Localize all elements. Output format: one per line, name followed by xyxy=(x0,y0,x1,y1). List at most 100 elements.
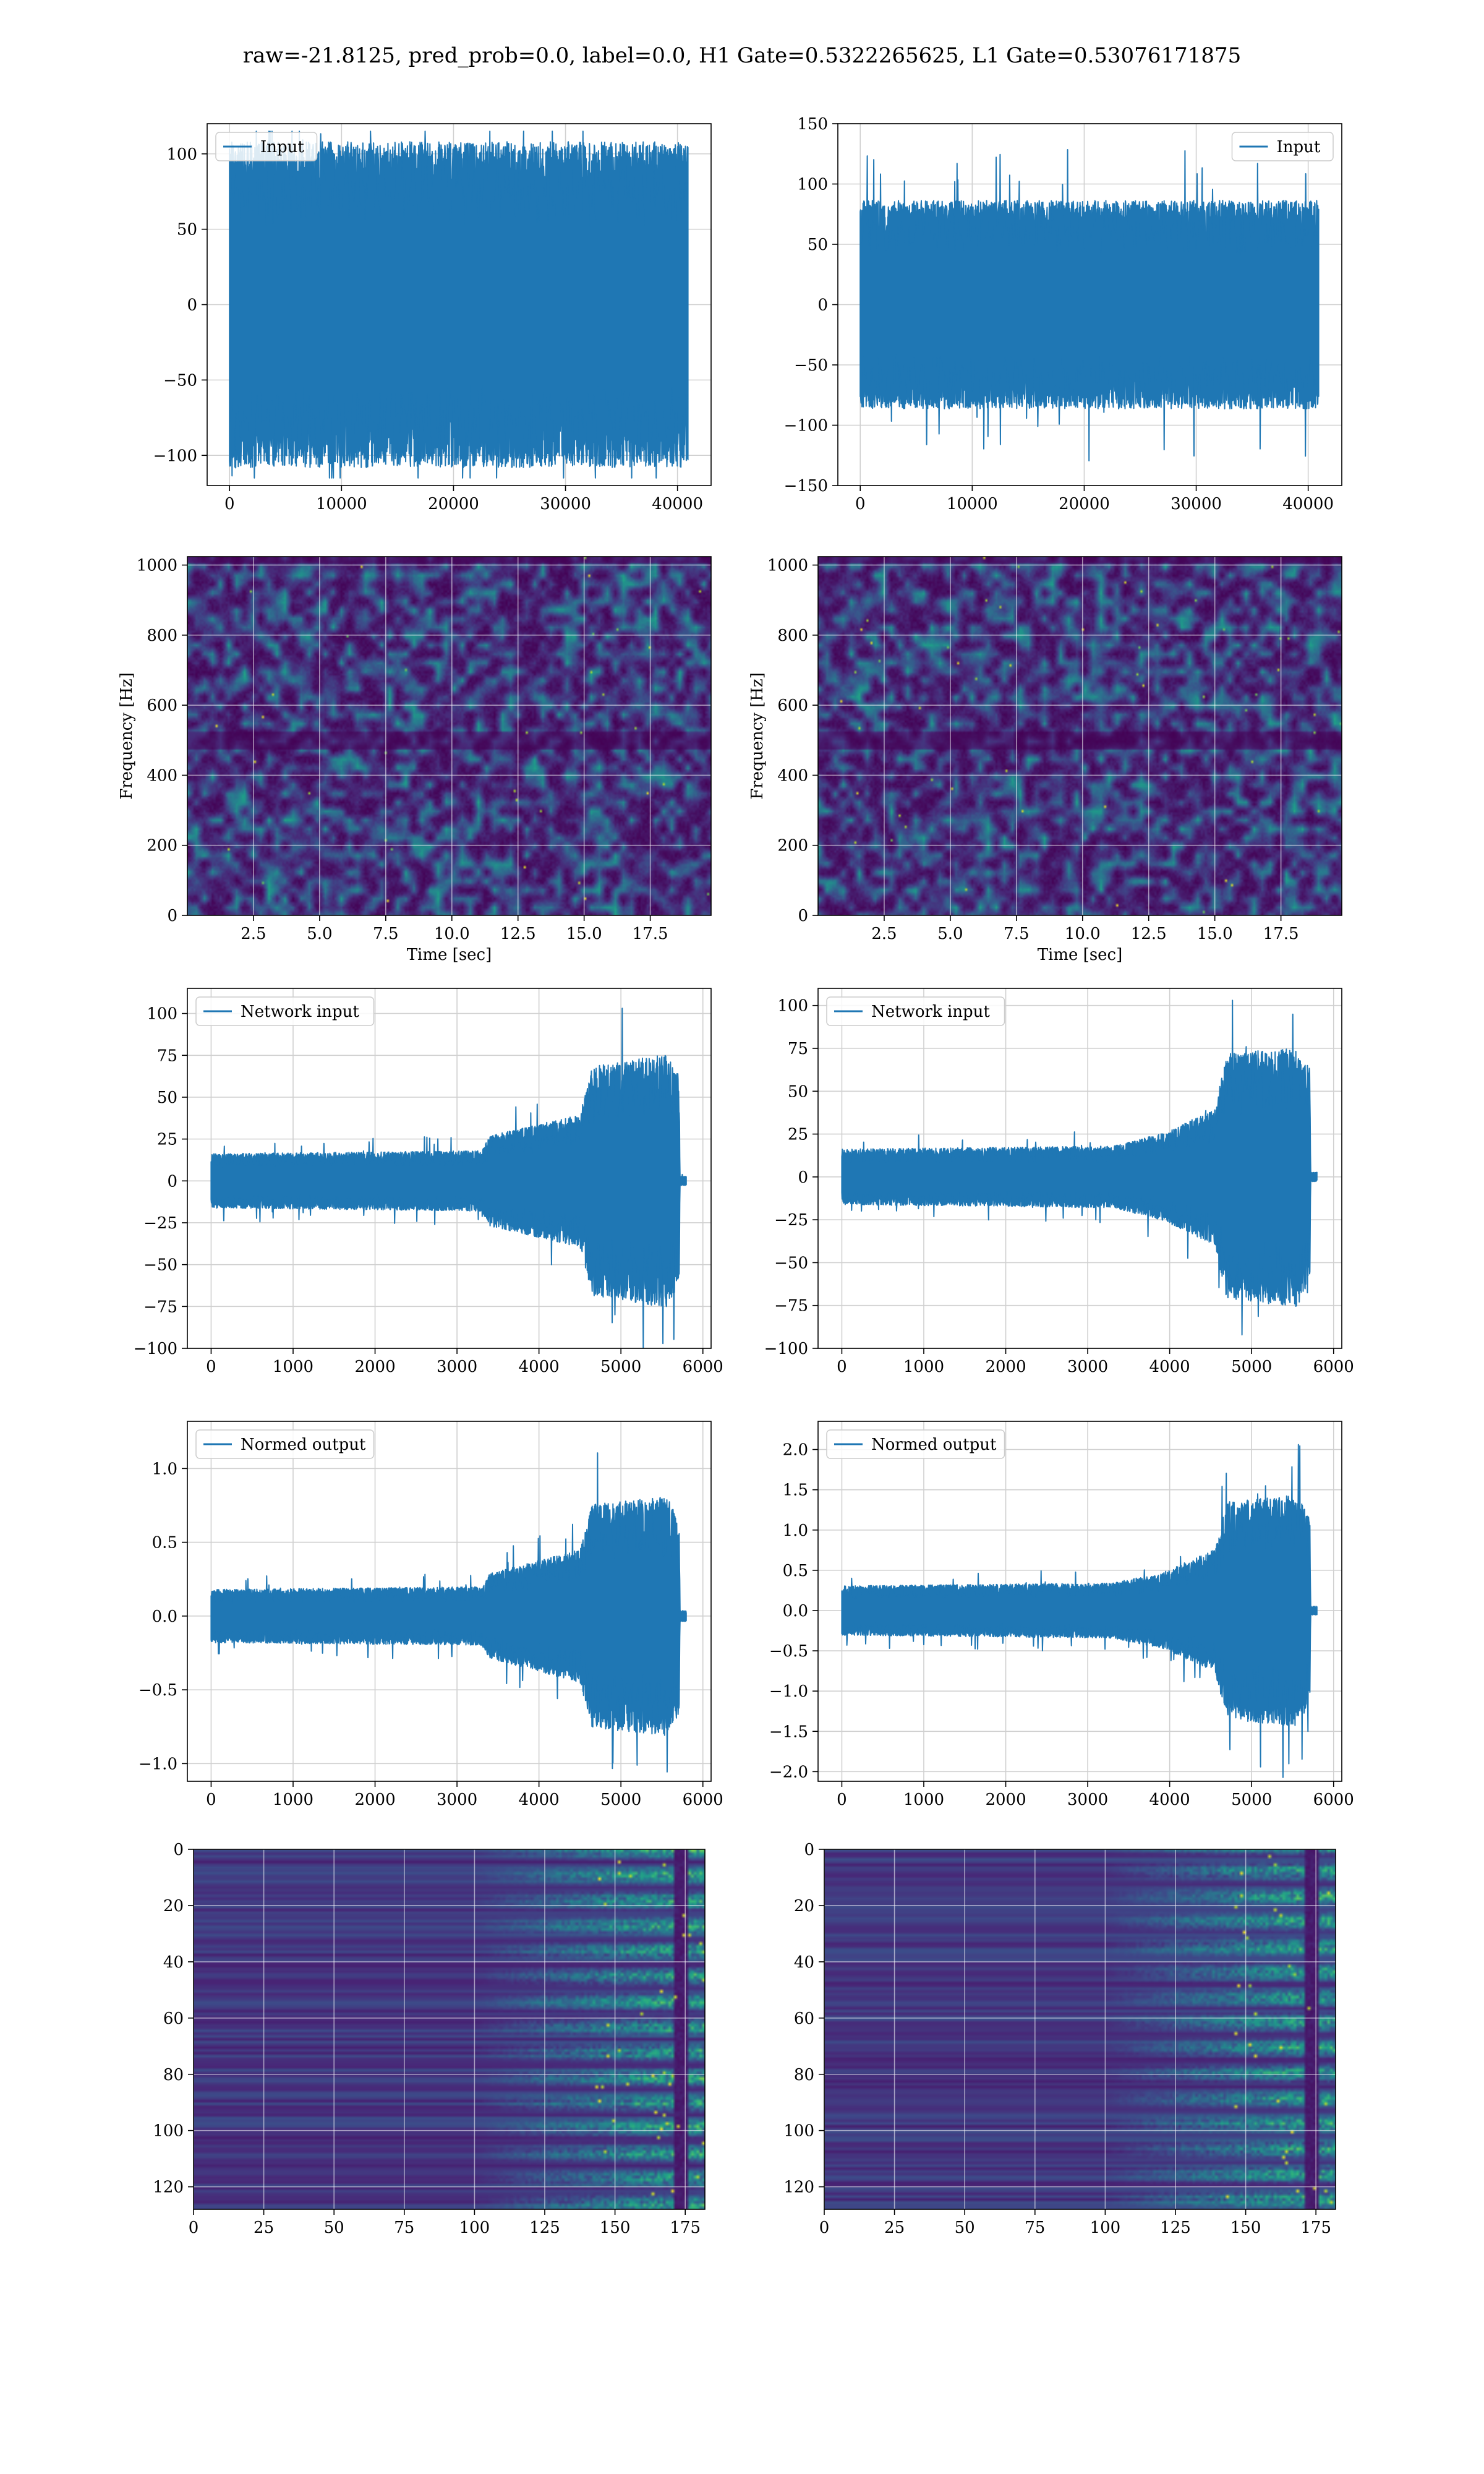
y-tick-label: −75 xyxy=(143,1298,177,1316)
y-tick-label: 200 xyxy=(777,837,808,855)
x-tick-label: 6000 xyxy=(683,1358,723,1376)
y-tick-label: −50 xyxy=(794,356,828,375)
x-tick-label: 3000 xyxy=(1067,1358,1108,1376)
x-tick-label: 25 xyxy=(254,2219,274,2237)
y-tick-label: 800 xyxy=(147,627,177,645)
y-tick-label: 75 xyxy=(157,1047,177,1065)
legend-box xyxy=(826,1429,1005,1459)
legend: Network input xyxy=(195,996,375,1026)
x-tick-label: 3000 xyxy=(437,1791,477,1809)
x-tick-label: 75 xyxy=(1025,2219,1045,2237)
y-tick-label: −0.5 xyxy=(139,1681,177,1700)
y-tick-label: 0.0 xyxy=(152,1607,177,1626)
y-tick-label: 25 xyxy=(157,1131,177,1149)
y-tick-label: 200 xyxy=(147,837,177,855)
y-tick-label: −25 xyxy=(143,1214,177,1233)
y-tick-label: 0 xyxy=(804,1841,814,1859)
x-tick-label: 10000 xyxy=(316,495,367,513)
y-tick-label: 120 xyxy=(783,2178,814,2197)
legend-label: Input xyxy=(260,138,304,156)
y-tick-label: 600 xyxy=(147,696,177,715)
x-axis-label: Time [sec] xyxy=(1038,946,1123,964)
y-tick-label: 100 xyxy=(783,2122,814,2141)
y-tick-label: 800 xyxy=(777,627,808,645)
x-tick-label: 100 xyxy=(1090,2219,1121,2237)
x-tick-label: 3000 xyxy=(437,1358,477,1376)
x-tick-label: 4000 xyxy=(1149,1791,1190,1809)
x-tick-label: 4000 xyxy=(519,1791,560,1809)
legend-box xyxy=(215,132,318,161)
y-tick-label: 100 xyxy=(153,2122,184,2141)
x-tick-label: 5000 xyxy=(1231,1358,1272,1376)
x-tick-label: 1000 xyxy=(903,1358,944,1376)
x-tick-label: 0 xyxy=(837,1358,847,1376)
y-tick-label: 25 xyxy=(788,1126,808,1144)
y-axis-label: Frequency [Hz] xyxy=(117,672,136,800)
x-tick-label: 0 xyxy=(189,2219,199,2237)
axes-frame xyxy=(187,556,712,916)
y-tick-label: 0 xyxy=(798,907,808,925)
legend-label: Network input xyxy=(871,1003,990,1021)
y-tick-label: 50 xyxy=(157,1089,177,1107)
y-tick-label: −75 xyxy=(774,1297,808,1316)
x-tick-label: 0 xyxy=(224,495,235,513)
heatmap-image xyxy=(824,1849,1336,2209)
axes-frame xyxy=(824,1849,1336,2210)
axes-frame xyxy=(187,988,712,1349)
y-tick-label: 1.0 xyxy=(152,1460,177,1478)
y-tick-label: 600 xyxy=(777,696,808,715)
x-tick-label: 17.5 xyxy=(633,925,668,943)
x-tick-label: 2000 xyxy=(985,1791,1026,1809)
y-tick-label: −100 xyxy=(153,447,197,465)
x-tick-label: 2.5 xyxy=(871,925,897,943)
legend-label: Input xyxy=(1277,138,1321,156)
l1-normed-output-panel: 0 1000 2000 3000 4000 5000 6000 −2.0 −1.5 −1.0 −0.… xyxy=(769,1421,1354,1809)
y-tick-label: 20 xyxy=(163,1897,184,1915)
y-tick-label: 2.0 xyxy=(783,1441,808,1460)
x-tick-label: 2000 xyxy=(354,1358,395,1376)
y-tick-label: 0.5 xyxy=(152,1534,177,1552)
y-tick-label: −2.0 xyxy=(769,1763,808,1781)
x-tick-label: 125 xyxy=(529,2219,560,2237)
y-tick-label: 0 xyxy=(167,907,177,925)
series-line xyxy=(210,1452,687,1773)
x-tick-label: 50 xyxy=(955,2219,975,2237)
y-tick-label: 1.0 xyxy=(783,1522,808,1540)
y-tick-label: 50 xyxy=(808,236,828,254)
y-tick-label: 1000 xyxy=(137,557,177,575)
x-tick-label: 175 xyxy=(1300,2219,1331,2237)
axes-frame xyxy=(817,1421,1342,1782)
y-tick-label: 80 xyxy=(163,2066,184,2084)
x-tick-label: 2000 xyxy=(354,1791,395,1809)
x-tick-label: 125 xyxy=(1160,2219,1191,2237)
h1-normed-output-panel: 0 1000 2000 3000 4000 5000 6000 −1.0 −0.5 0.0 0.5 1… xyxy=(139,1421,723,1809)
legend: Normed output xyxy=(195,1429,375,1459)
heatmap-image xyxy=(818,557,1342,915)
y-tick-label: 0.0 xyxy=(783,1602,808,1620)
x-tick-label: 10.0 xyxy=(1065,925,1101,943)
x-tick-label: 2000 xyxy=(985,1358,1026,1376)
y-tick-label: 100 xyxy=(797,176,828,194)
x-tick-label: 100 xyxy=(459,2219,490,2237)
y-tick-label: 100 xyxy=(166,145,197,164)
y-tick-label: 120 xyxy=(153,2178,184,2197)
x-tick-label: 6000 xyxy=(1313,1791,1354,1809)
x-tick-label: 3000 xyxy=(1067,1791,1108,1809)
y-tick-label: 50 xyxy=(177,221,197,239)
x-tick-label: 30000 xyxy=(540,495,591,513)
y-tick-label: −0.5 xyxy=(769,1642,808,1661)
axes-frame xyxy=(193,1849,706,2210)
y-tick-label: −1.0 xyxy=(139,1755,177,1773)
l1-input-panel: 0 10000 20000 30000 40000 −150 −100 −50 0 50 100 15… xyxy=(784,115,1342,513)
series-line xyxy=(841,999,1318,1336)
x-tick-label: 5000 xyxy=(600,1791,641,1809)
l1-network-input-panel: 0 1000 2000 3000 4000 5000 6000 −100 −75 −50 −25 0 2… xyxy=(764,988,1354,1376)
y-tick-label: −1.5 xyxy=(769,1723,808,1741)
axes-frame xyxy=(187,1421,712,1782)
y-tick-label: −100 xyxy=(134,1340,177,1358)
x-tick-label: 150 xyxy=(600,2219,631,2237)
y-tick-label: −50 xyxy=(774,1254,808,1272)
x-tick-label: 25 xyxy=(884,2219,905,2237)
x-tick-label: 15.0 xyxy=(566,925,602,943)
